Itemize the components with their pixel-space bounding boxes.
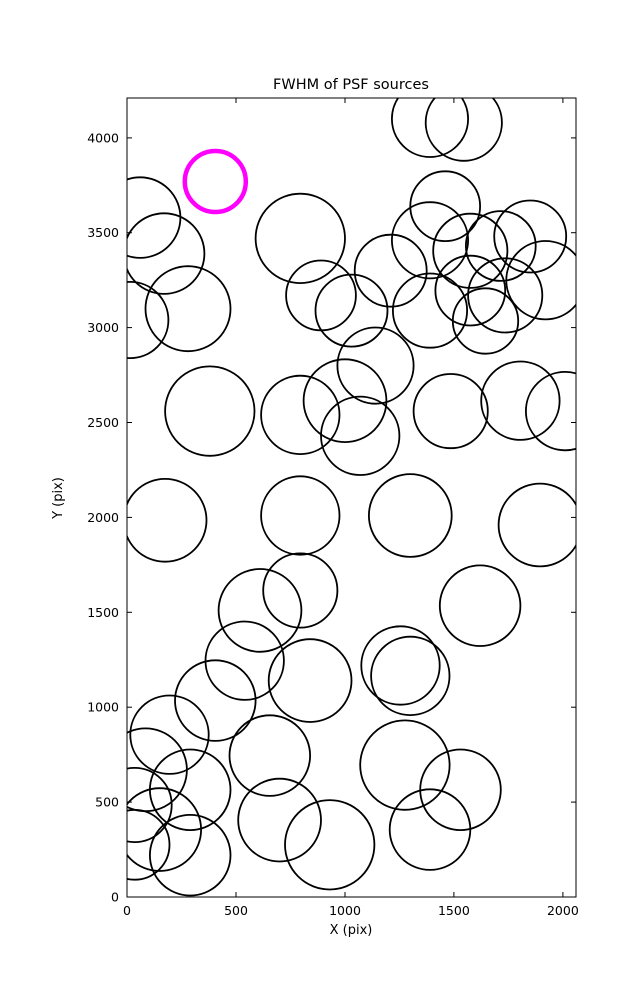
- psf-circle: [336, 326, 415, 405]
- x-tick-label: 1500: [438, 903, 470, 918]
- x-tick-label: 500: [224, 903, 248, 918]
- psf-circle: [127, 809, 171, 881]
- y-tick-labels: 0 500 1000 1500 2000 2500 3000 3500 4000: [87, 130, 119, 904]
- psf-circle: [451, 287, 520, 355]
- y-tick-label: 1500: [87, 605, 119, 620]
- psf-circle: [388, 788, 472, 871]
- psf-circle: [148, 814, 232, 897]
- psf-circle: [164, 365, 256, 457]
- axes-frame: [126, 97, 577, 898]
- highlighted-psf-circle: [182, 148, 249, 215]
- psf-circle: [353, 233, 428, 308]
- psf-circle: [359, 719, 451, 811]
- psf-circle: [144, 265, 232, 353]
- y-tick-label: 3500: [87, 225, 119, 240]
- psf-circle: [360, 625, 441, 706]
- psf-circle: [254, 192, 346, 284]
- psf-circle: [409, 170, 482, 242]
- psf-circle: [129, 694, 210, 775]
- psf-circle: [284, 799, 376, 891]
- psf-circle: [497, 482, 576, 568]
- x-axis-label: X (pix): [330, 923, 373, 938]
- psf-circle: [493, 199, 568, 274]
- y-tick-label: 4000: [87, 130, 119, 145]
- psf-circle: [314, 273, 389, 348]
- psf-circle: [464, 210, 537, 282]
- y-tick-label: 0: [111, 890, 119, 905]
- psf-circle: [260, 374, 341, 455]
- psf-circle: [148, 748, 232, 831]
- y-tick-label: 3000: [87, 320, 119, 335]
- psf-circle: [424, 98, 503, 162]
- psf-circle: [320, 395, 401, 476]
- psf-circle: [127, 176, 182, 259]
- psf-circle: [127, 787, 202, 872]
- psf-circle: [127, 281, 170, 359]
- psf-circle: [267, 638, 353, 723]
- psf-circle: [302, 358, 388, 444]
- y-tick-label: 500: [95, 795, 119, 810]
- psf-circle: [370, 635, 451, 717]
- y-tick-label: 2000: [87, 510, 119, 525]
- y-tick-label: 1000: [87, 700, 119, 715]
- psf-circle: [391, 272, 468, 349]
- psf-circle: [525, 371, 576, 452]
- psf-circle: [480, 360, 561, 441]
- psf-circle: [228, 714, 311, 797]
- psf-circle: [127, 212, 206, 295]
- psf-circle: [285, 259, 357, 332]
- psf-circle: [237, 777, 322, 863]
- x-tick-label: 2000: [547, 903, 579, 918]
- psf-circle: [438, 564, 522, 647]
- plot-title: FWHM of PSF sources: [273, 77, 429, 93]
- psf-circle: [127, 478, 208, 563]
- psf-circle: [174, 659, 257, 742]
- psf-circle: [505, 240, 576, 321]
- psf-circle: [217, 568, 303, 653]
- x-tick-label: 1000: [329, 903, 361, 918]
- psf-circle: [432, 212, 509, 289]
- y-axis-label: Y (pix): [51, 477, 66, 520]
- psf-circle: [262, 552, 339, 629]
- psf-circle: [367, 473, 453, 558]
- x-tick-labels: 0 500 1000 1500 2000: [123, 903, 579, 918]
- psf-circle: [391, 98, 469, 158]
- x-tick-label: 0: [123, 903, 131, 918]
- psf-circle: [467, 257, 544, 334]
- psf-circle: [127, 767, 173, 843]
- psf-circle: [412, 373, 489, 450]
- psf-circle: [434, 254, 507, 327]
- psf-source-circles: [127, 98, 576, 897]
- axis-ticks: [126, 98, 576, 898]
- psf-circle: [260, 475, 341, 556]
- psf-circle: [390, 201, 469, 280]
- y-tick-label: 2500: [87, 415, 119, 430]
